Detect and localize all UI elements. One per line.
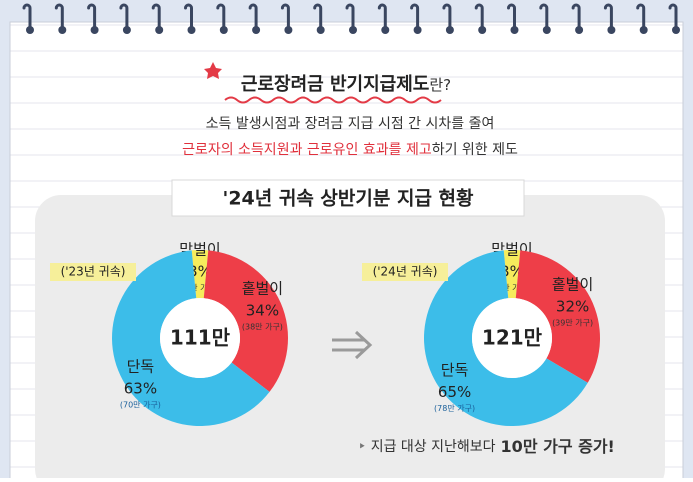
section-banner bbox=[171, 179, 525, 217]
donut-slice bbox=[424, 250, 588, 426]
ring bbox=[87, 3, 97, 32]
star-icon bbox=[204, 62, 222, 79]
ring bbox=[345, 3, 355, 32]
household-label: (39만 가구) bbox=[552, 319, 593, 328]
slice-percent: 63% bbox=[124, 379, 157, 397]
description: 근로자의 소득지원과 근로유인 효과를 제고하기 위한 제도 bbox=[182, 142, 518, 158]
household-label: (4만 가구) bbox=[494, 284, 530, 293]
year-tag: ('23년 귀속) bbox=[61, 265, 126, 279]
section-title: '24년 귀속 상반기분 지급 현황 bbox=[223, 187, 475, 210]
ring bbox=[313, 3, 323, 32]
year-tag-bg bbox=[50, 263, 136, 281]
ring bbox=[377, 3, 387, 32]
donut-center bbox=[160, 298, 240, 378]
household-label: (38만 가구) bbox=[242, 322, 283, 331]
ring bbox=[410, 3, 420, 32]
ring bbox=[151, 3, 161, 32]
center-label: 111만 bbox=[170, 326, 231, 350]
ring bbox=[22, 3, 32, 32]
year-tag: ('24년 귀속) bbox=[373, 265, 438, 279]
slice-percent: 65% bbox=[438, 383, 471, 401]
spiral bbox=[22, 3, 680, 34]
slice-percent: 32% bbox=[556, 298, 589, 316]
household-label: (3만 가구) bbox=[182, 284, 218, 293]
ring bbox=[668, 3, 678, 32]
slice-name: 단독 bbox=[127, 357, 155, 375]
slice-percent: 34% bbox=[246, 301, 279, 319]
ring bbox=[539, 3, 549, 32]
slice-name: 홑벌이 bbox=[242, 279, 283, 297]
ring bbox=[280, 3, 290, 32]
title: 근로장려금 반기지급제도란? bbox=[241, 74, 451, 95]
ring bbox=[603, 3, 613, 32]
ring bbox=[54, 3, 64, 32]
household-label: (78만 가구) bbox=[434, 404, 475, 413]
footer: ‣ 지급 대상 지난해보다 10만 가구 증가! bbox=[358, 437, 615, 456]
ring bbox=[248, 3, 258, 32]
donut-slice bbox=[203, 250, 288, 392]
donut-slice bbox=[515, 250, 601, 383]
ring bbox=[636, 3, 646, 32]
donut-slice bbox=[503, 249, 521, 299]
donut-slice bbox=[191, 249, 209, 299]
underline bbox=[224, 96, 442, 104]
ring bbox=[442, 3, 452, 32]
year-tag-bg bbox=[362, 263, 448, 281]
ring bbox=[474, 3, 484, 32]
slice-name: 단독 bbox=[441, 361, 469, 379]
ring bbox=[216, 3, 226, 32]
ring bbox=[184, 3, 193, 32]
description: 소득 발생시점과 장려금 지급 시점 간 시차를 줄여 bbox=[206, 116, 495, 132]
ring bbox=[571, 3, 581, 32]
donut-center bbox=[472, 298, 552, 378]
ring bbox=[119, 3, 129, 32]
household-label: (70만 가구) bbox=[120, 400, 161, 409]
ring bbox=[507, 3, 516, 32]
donut-slice bbox=[111, 250, 270, 427]
slice-name: 홑벌이 bbox=[552, 276, 593, 294]
arrow bbox=[332, 330, 373, 360]
center-label: 121만 bbox=[482, 326, 543, 350]
